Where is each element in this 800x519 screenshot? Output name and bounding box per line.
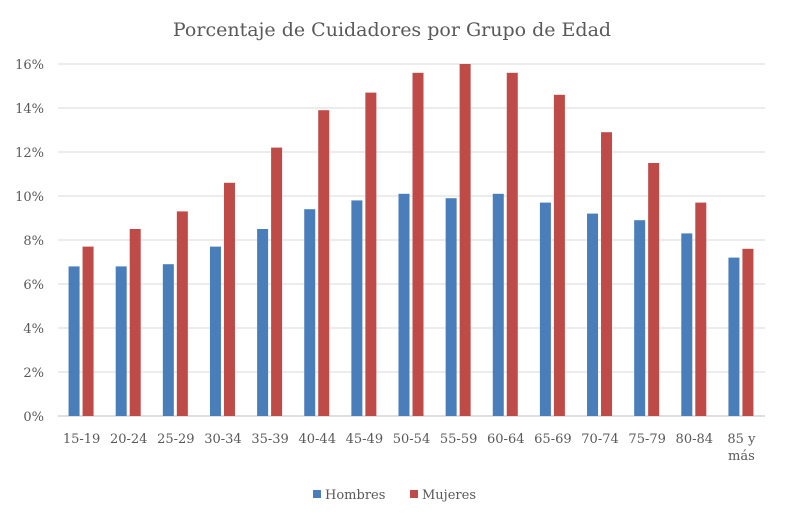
- bar-hombres: [398, 193, 410, 416]
- bar-mujeres: [601, 132, 613, 416]
- x-tick-label: 60-64: [487, 432, 524, 447]
- x-tick-label: 85 y más: [727, 432, 756, 464]
- bar-mujeres: [176, 211, 188, 416]
- x-tick-label: 35-39: [251, 432, 288, 447]
- bar-hombres: [162, 264, 174, 416]
- y-tick-label: 2%: [23, 366, 44, 381]
- bar-mujeres: [223, 182, 235, 416]
- bar-hombres: [209, 246, 221, 416]
- x-tick-label: 80-84: [676, 432, 713, 447]
- bar-hombres: [68, 266, 80, 416]
- bar-hombres: [115, 266, 127, 416]
- bar-hombres: [539, 202, 551, 416]
- bar-hombres: [304, 209, 316, 416]
- legend-label: Mujeres: [422, 488, 476, 503]
- bar-hombres: [445, 198, 457, 416]
- x-tick-label: 40-44: [298, 432, 335, 447]
- x-tick-label: 45-49: [346, 432, 383, 447]
- bar-hombres: [351, 200, 363, 416]
- bar-mujeres: [648, 163, 660, 416]
- legend-label: Hombres: [325, 488, 385, 503]
- x-tick-label: 75-79: [628, 432, 665, 447]
- y-tick-label: 0%: [23, 410, 44, 425]
- bar-hombres: [681, 233, 693, 416]
- x-tick-label: 15-19: [63, 432, 100, 447]
- y-tick-label: 10%: [15, 190, 44, 205]
- bar-mujeres: [553, 94, 565, 417]
- x-tick-label: 25-29: [157, 432, 194, 447]
- bar-mujeres: [129, 229, 141, 416]
- y-tick-label: 6%: [23, 278, 44, 293]
- bar-mujeres: [271, 147, 283, 416]
- x-tick-label: 65-69: [534, 432, 571, 447]
- bar-hombres: [257, 229, 269, 416]
- bar-hombres: [587, 213, 599, 416]
- bar-mujeres: [742, 248, 754, 416]
- y-tick-label: 4%: [23, 322, 44, 337]
- legend-swatch-hombres: [313, 490, 321, 498]
- bar-hombres: [634, 220, 646, 416]
- bar-mujeres: [412, 72, 424, 417]
- y-tick-label: 14%: [15, 102, 44, 117]
- y-tick-label: 12%: [15, 146, 44, 161]
- x-tick-label: 20-24: [110, 432, 147, 447]
- bar-mujeres: [459, 64, 471, 416]
- x-tick-label: 55-59: [440, 432, 477, 447]
- bar-hombres: [492, 193, 504, 416]
- bar-mujeres: [82, 246, 94, 416]
- bar-mujeres: [318, 110, 330, 416]
- y-tick-label: 16%: [15, 58, 44, 73]
- x-tick-label: 30-34: [204, 432, 241, 447]
- chart-title: Porcentaje de Cuidadores por Grupo de Ed…: [173, 19, 611, 41]
- bar-hombres: [728, 257, 740, 416]
- bar-mujeres: [365, 92, 377, 416]
- bar-mujeres: [695, 202, 707, 416]
- legend-swatch-mujeres: [410, 490, 418, 498]
- bar-mujeres: [506, 72, 518, 417]
- x-tick-label: 70-74: [581, 432, 618, 447]
- x-tick-label: 50-54: [393, 432, 430, 447]
- y-tick-label: 8%: [23, 234, 44, 249]
